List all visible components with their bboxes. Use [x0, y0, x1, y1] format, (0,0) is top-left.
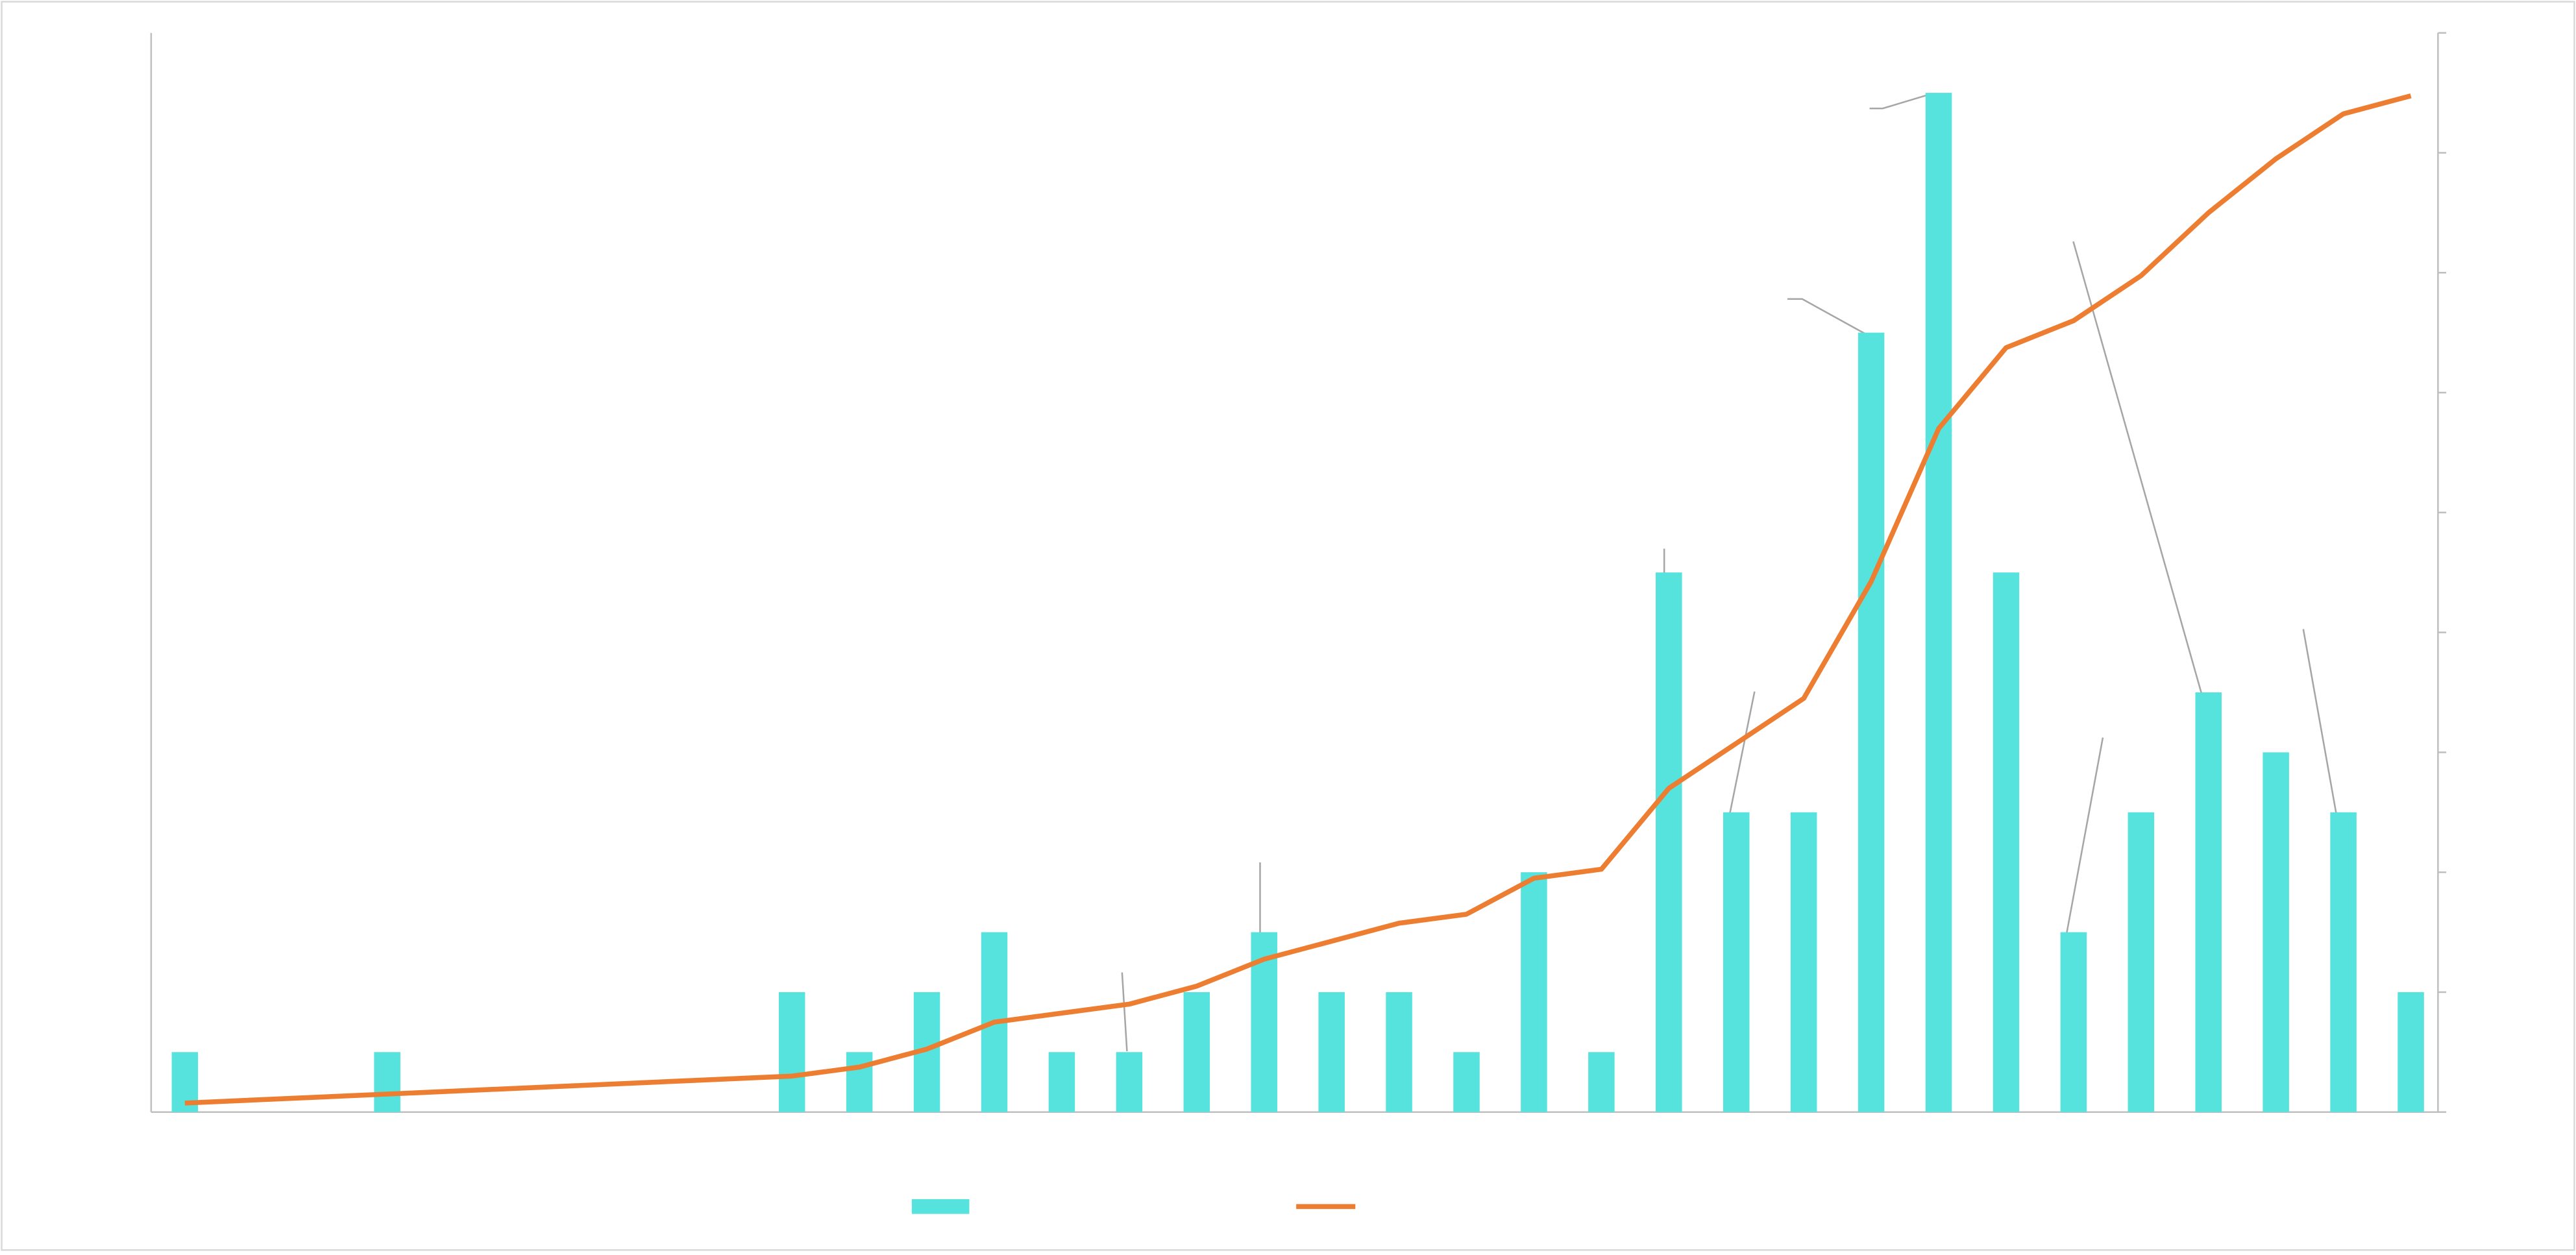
- leader-line: [2302, 629, 2337, 814]
- leader-line: [1869, 93, 1933, 110]
- bar: [778, 992, 805, 1112]
- bar: [1925, 93, 1952, 1112]
- bar: [1386, 992, 1412, 1112]
- bar: [2060, 932, 2087, 1112]
- bar: [1521, 872, 1547, 1112]
- bar: [846, 1052, 873, 1112]
- bar: [2263, 752, 2289, 1112]
- bar: [1116, 1052, 1143, 1112]
- leader-lines: [1121, 93, 2337, 1052]
- bar: [1723, 812, 1750, 1112]
- bar: [1183, 992, 1210, 1112]
- line: [184, 93, 2412, 1106]
- leader-line: [2072, 241, 2203, 694]
- bar: [2128, 812, 2155, 1112]
- bar: [2195, 692, 2222, 1112]
- bar: [1656, 572, 1682, 1112]
- legend-swatch: [911, 1199, 970, 1214]
- bar: [1588, 1052, 1615, 1112]
- bar: [1858, 332, 1885, 1112]
- bar: [1790, 812, 1817, 1112]
- bar: [2330, 812, 2357, 1112]
- leader-line: [1729, 691, 1756, 814]
- leader-line: [1121, 972, 1128, 1052]
- bar: [374, 1052, 400, 1112]
- bar: [1993, 572, 2020, 1112]
- leader-line: [2066, 737, 2104, 934]
- bar: [1318, 992, 1345, 1112]
- leader-line: [1787, 298, 1865, 335]
- bar: [2398, 992, 2424, 1112]
- bar: [1453, 1052, 1480, 1112]
- bar: [1048, 1052, 1075, 1112]
